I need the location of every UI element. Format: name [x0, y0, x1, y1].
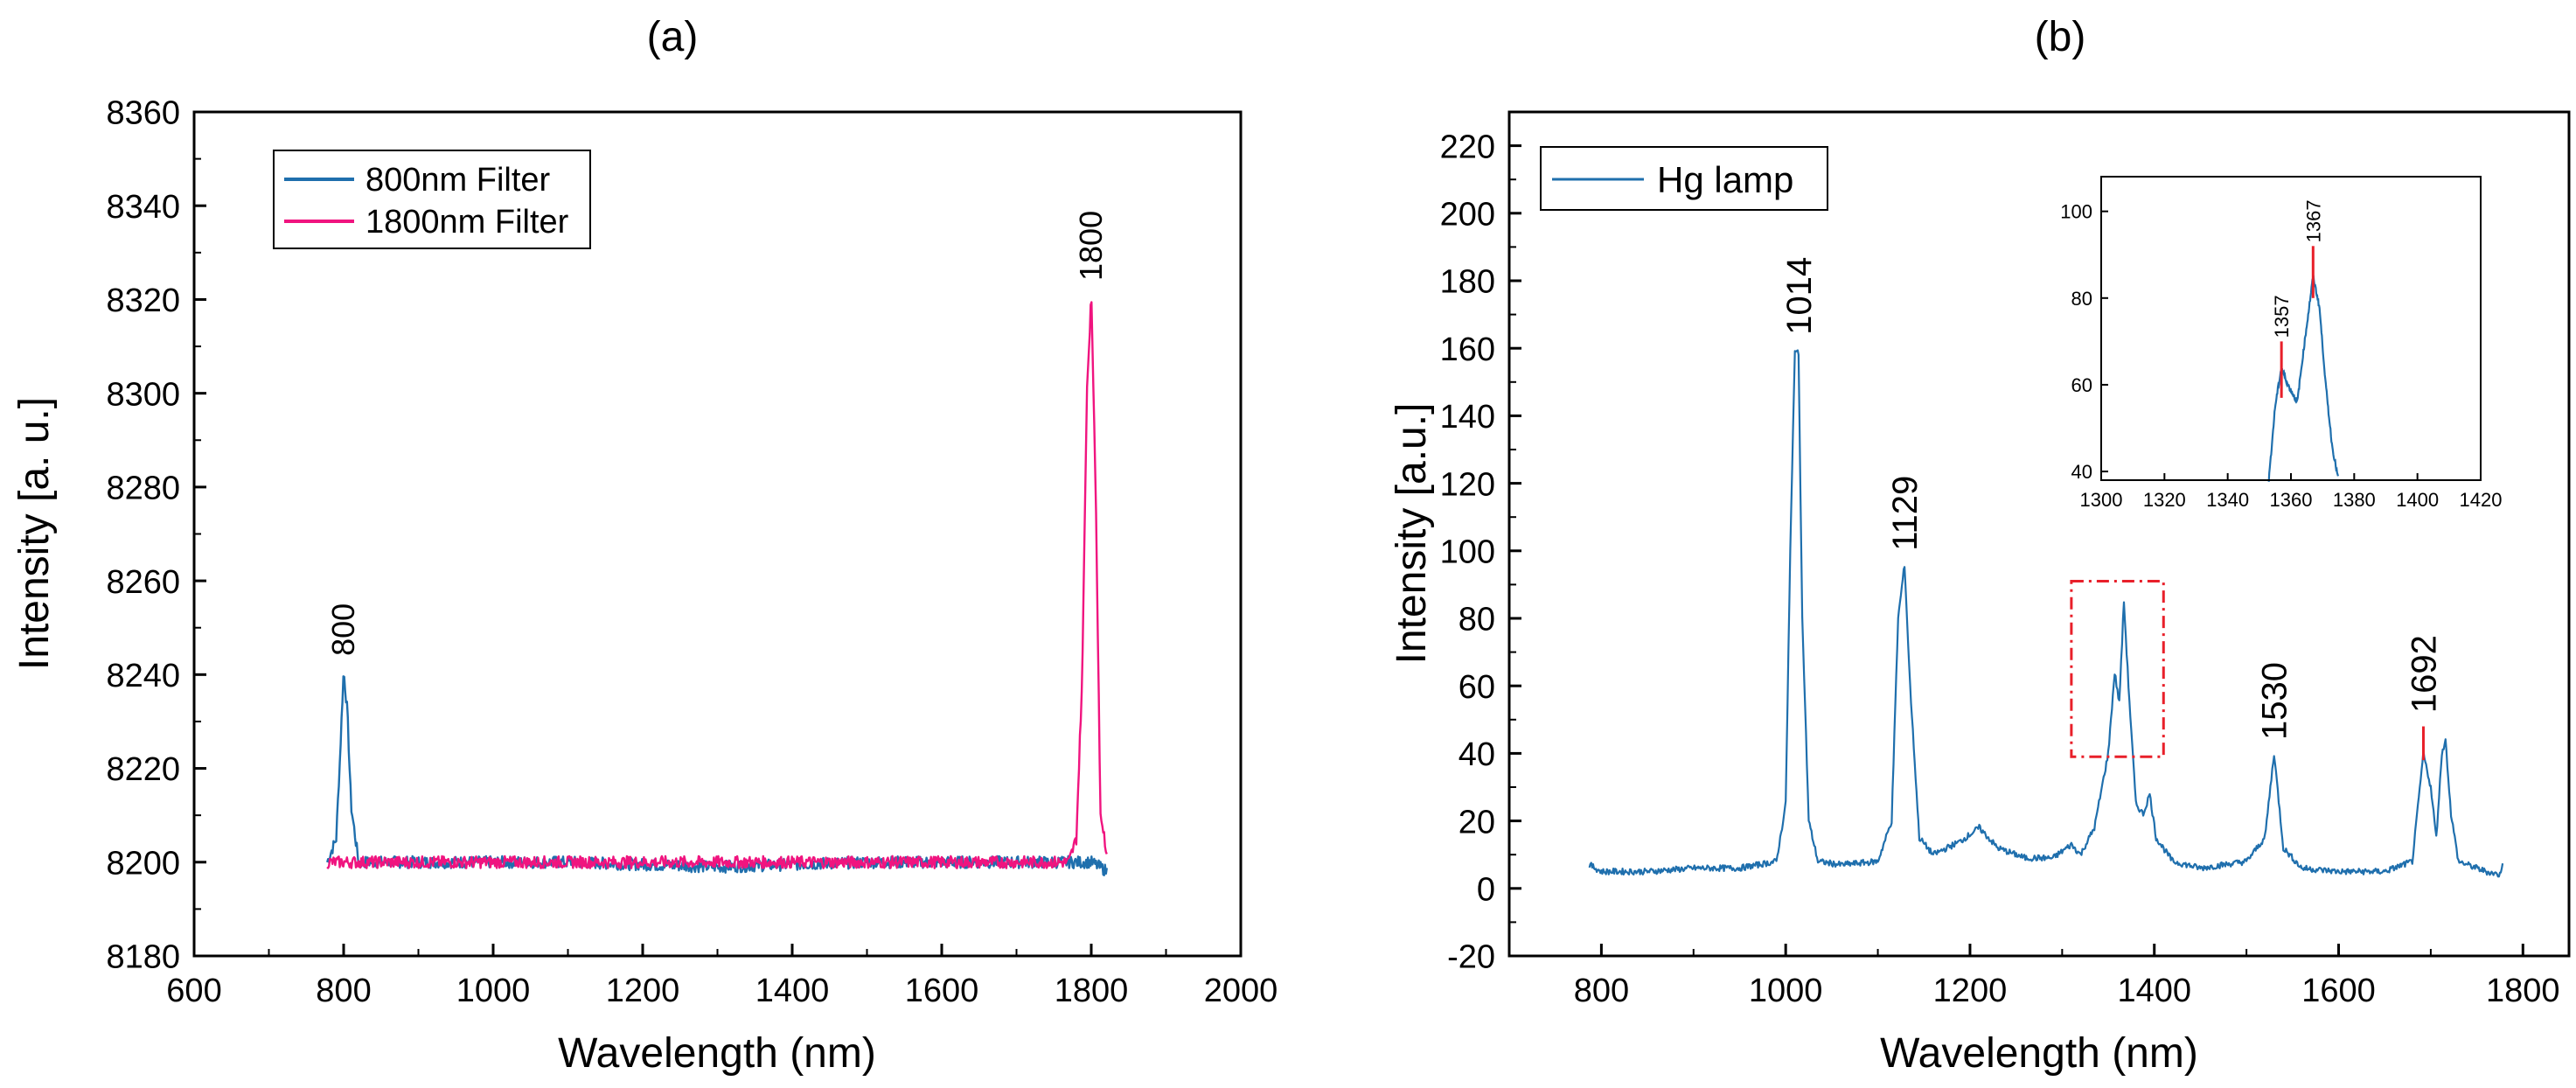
chart-0-ytick-label: 8300 [106, 376, 180, 413]
chart-1-ytick-label: 180 [1440, 264, 1495, 301]
chart-1-xtick-label: 1600 [2301, 973, 2376, 1009]
inset-xtick-label: 1360 [2270, 489, 2313, 511]
inset-xtick-label: 1300 [2080, 489, 2123, 511]
chart-0-ytick-label: 8180 [106, 939, 180, 976]
panel-a-label: (a) [647, 14, 699, 60]
chart-0-xtick-label: 2000 [1204, 973, 1278, 1009]
chart-0-ytick-label: 8260 [106, 564, 180, 601]
inset-xtick-label: 1340 [2206, 489, 2249, 511]
chart-a-annotation: 1800 [1073, 211, 1109, 281]
chart-a-xlabel: Wavelength (nm) [558, 1030, 876, 1077]
chart-0-xtick-label: 1800 [1055, 973, 1129, 1009]
chart-b-annotation: 1129 [1886, 476, 1925, 551]
chart-b-inset-frame [2100, 176, 2482, 481]
chart-b-annotation: 1692 [2405, 635, 2443, 713]
chart-0-xtick-label: 1000 [456, 973, 531, 1009]
chart-1-xtick-label: 1000 [1749, 973, 1823, 1009]
inset-xtick-label: 1420 [2460, 489, 2503, 511]
inset-peak-label: 1357 [2271, 295, 2293, 338]
chart-0-ytick-label: 8280 [106, 471, 180, 507]
chart-b-series-line-0 [1588, 349, 2504, 878]
chart-a-ylabel: Intensity [a. u.] [11, 397, 58, 670]
chart-1-ytick-label: 0 [1477, 871, 1495, 908]
chart-b-legend: Hg lamp [1540, 146, 1828, 211]
panel-b-label: (b) [2035, 14, 2086, 60]
chart-0-xtick-label: 600 [166, 973, 221, 1009]
inset-ytick-label: 40 [2071, 461, 2092, 483]
chart-1-ytick-label: -20 [1447, 939, 1495, 976]
chart-1-xtick-label: 1400 [2117, 973, 2191, 1009]
chart-0-xtick-label: 1200 [606, 973, 680, 1009]
chart-0-ytick-label: 8200 [106, 845, 180, 882]
chart-b-legend-box [1540, 146, 1828, 211]
chart-0-xtick-label: 1600 [905, 973, 979, 1009]
chart-1-xtick-label: 1200 [1933, 973, 2008, 1009]
chart-0-xtick-label: 800 [316, 973, 371, 1009]
chart-b-inset-background [2101, 177, 2481, 480]
inset-ytick-label: 100 [2060, 201, 2092, 223]
chart-1-ytick-label: 60 [1459, 669, 1495, 706]
chart-b-annotation: 1014 [1780, 257, 1819, 335]
chart-1-ytick-label: 160 [1440, 331, 1495, 368]
inset-xtick-label: 1380 [2333, 489, 2376, 511]
inset-peak-label: 1367 [2302, 199, 2324, 242]
chart-b-highlight-box [2070, 580, 2165, 758]
chart-1-xtick-label: 1800 [2486, 973, 2560, 1009]
chart-1-ytick-label: 20 [1459, 804, 1495, 840]
chart-a-legend-label-1: 1800nm Filter [366, 204, 569, 241]
chart-a-series-line-0 [326, 675, 1108, 876]
chart-a: 600 800 1000 1200 1400 1600 1800 2000 8180 8200 82… [11, 95, 1278, 1077]
chart-0-ytick-label: 8340 [106, 189, 180, 226]
chart-a-plot-frame [192, 110, 1243, 958]
chart-b-xlabel: Wavelength (nm) [1880, 1030, 2198, 1077]
chart-b-inset: 1300 1320 1340 1360 1380 1400 1420 40 60 80 100 13… [2060, 176, 2503, 511]
inset-ytick-label: 60 [2071, 374, 2092, 396]
chart-1-ytick-label: 220 [1440, 129, 1495, 165]
chart-1-xtick-label: 800 [1574, 973, 1629, 1009]
chart-1-ytick-label: 100 [1440, 534, 1495, 570]
chart-1-ytick-label: 140 [1440, 399, 1495, 436]
chart-0-ytick-label: 8240 [106, 658, 180, 694]
chart-b-annotation: 1530 [2256, 662, 2294, 740]
chart-0-ytick-label: 8220 [106, 751, 180, 788]
chart-b-legend-label-0: Hg lamp [1657, 159, 1793, 200]
chart-1-ytick-label: 120 [1440, 466, 1495, 503]
chart-1-ytick-label: 40 [1459, 736, 1495, 773]
inset-xtick-label: 1320 [2143, 489, 2186, 511]
chart-b-ylabel: Intensity [a.u.] [1389, 403, 1435, 665]
chart-a-series-line-1 [326, 301, 1108, 869]
inset-xtick-label: 1400 [2396, 489, 2439, 511]
inset-ytick-label: 80 [2071, 288, 2092, 310]
chart-a-annotation: 800 [325, 603, 361, 656]
chart-b-plot-frame [1507, 110, 2571, 958]
chart-1-ytick-label: 200 [1440, 196, 1495, 233]
chart-1-ytick-label: 80 [1459, 602, 1495, 638]
chart-a-legend: 800nm Filter 1800nm Filter [273, 150, 591, 249]
chart-0-xtick-label: 1400 [755, 973, 830, 1009]
chart-a-legend-box [273, 150, 591, 249]
chart-0-ytick-label: 8320 [106, 282, 180, 319]
chart-b: 800 1000 1200 1400 1600 1800 -20 0 20 40 60 80 100 12… [1389, 110, 2571, 1077]
chart-0-ytick-label: 8360 [106, 95, 180, 132]
chart-a-legend-label-0: 800nm Filter [366, 162, 551, 199]
